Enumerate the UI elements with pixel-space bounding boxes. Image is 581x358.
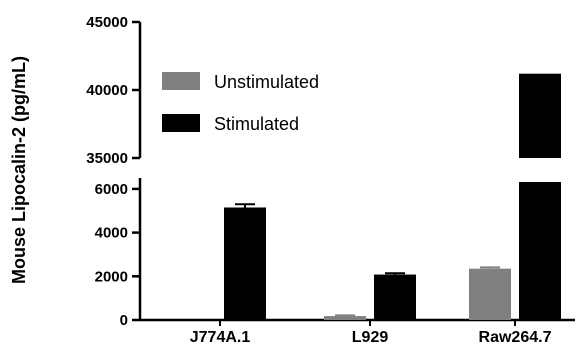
y-lower-tick-label: 2000 (95, 268, 128, 285)
bar-stimulated-2-upper (519, 73, 561, 158)
axes: 0 2000 4000 6000 35000 40000 45000 J774A.1 L929 R… (86, 14, 575, 346)
legend-label-stimulated: Stimulated (214, 114, 299, 134)
bar-stimulated-1 (374, 274, 416, 320)
bar-stimulated-2-lower (519, 182, 561, 320)
y-upper-tick-label: 40000 (86, 82, 128, 99)
bars (224, 73, 561, 320)
y-lower-tick-label: 0 (120, 312, 128, 329)
bar-unstimulated-2 (469, 268, 511, 320)
y-upper-tick-label: 45000 (86, 14, 128, 31)
y-lower-tick-label: 6000 (95, 181, 128, 198)
bar-unstimulated-1 (324, 316, 366, 320)
legend-swatch-unstimulated (162, 72, 200, 90)
x-tick-label: L929 (352, 329, 389, 346)
y-lower-tick-label: 4000 (95, 225, 128, 242)
legend: Unstimulated Stimulated (162, 72, 319, 134)
x-tick-label: J774A.1 (190, 329, 251, 346)
bar-stimulated-0 (224, 207, 266, 320)
legend-swatch-stimulated (162, 114, 200, 132)
legend-label-unstimulated: Unstimulated (214, 72, 319, 92)
x-tick-label: Raw264.7 (479, 329, 552, 346)
y-axis-title: Mouse Lipocalin-2 (pg/mL) (9, 56, 29, 284)
y-upper-tick-label: 35000 (86, 150, 128, 167)
